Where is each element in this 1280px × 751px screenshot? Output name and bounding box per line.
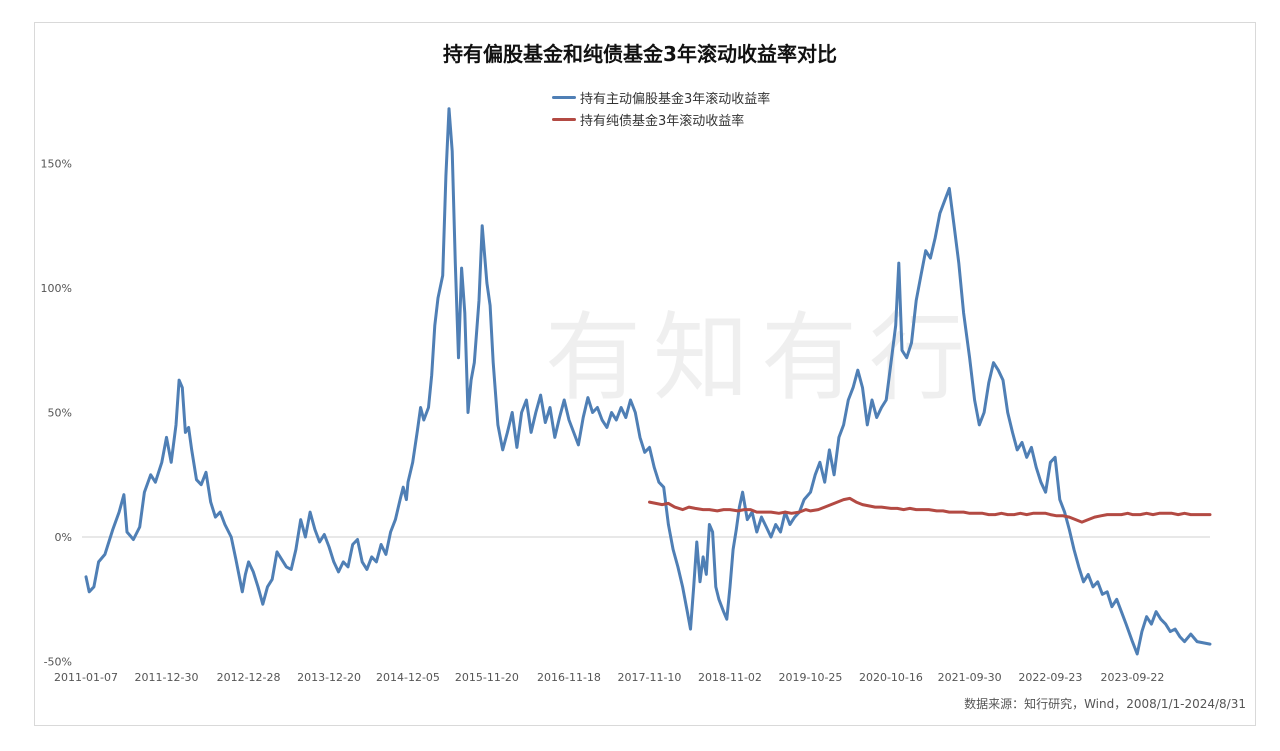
x-tick-label: 2019-10-25 — [778, 671, 842, 684]
x-tick-label: 2011-12-30 — [135, 671, 199, 684]
series-line-equity — [84, 107, 1212, 656]
y-tick-label: 150% — [41, 158, 72, 171]
source-note: 数据来源：知行研究，Wind，2008/1/1-2024/8/31 — [964, 697, 1246, 711]
x-tick-label: 2014-12-05 — [376, 671, 440, 684]
legend-label-equity: 持有主动偏股基金3年滚动收益率 — [580, 92, 771, 107]
series-line-bond — [648, 496, 1212, 524]
y-tick-label: 50% — [48, 407, 72, 420]
y-tick-label: 0% — [55, 531, 72, 544]
x-tick-label: 2021-09-30 — [938, 671, 1002, 684]
x-tick-label: 2015-11-20 — [455, 671, 519, 684]
x-tick-label: 2016-11-18 — [537, 671, 601, 684]
x-tick-label: 2011-01-07 — [54, 671, 118, 684]
y-tick-label: 100% — [41, 282, 72, 295]
x-tick-label: 2012-12-28 — [217, 671, 281, 684]
x-tick-label: 2018-11-02 — [698, 671, 762, 684]
legend-item-bond: 持有纯债基金3年滚动收益率 — [552, 110, 744, 129]
x-tick-label: 2023-09-22 — [1100, 671, 1164, 684]
chart-title: 持有偏股基金和纯债基金3年滚动收益率对比 — [443, 42, 837, 66]
x-tick-label: 2013-12-20 — [297, 671, 361, 684]
x-tick-label: 2022-09-23 — [1018, 671, 1082, 684]
x-tick-label: 2017-11-10 — [617, 671, 681, 684]
legend-swatch-bond — [552, 118, 576, 121]
y-tick-label: -50% — [44, 656, 72, 669]
x-tick-label: 2020-10-16 — [859, 671, 923, 684]
legend-label-bond: 持有纯债基金3年滚动收益率 — [580, 114, 745, 129]
legend-item-equity: 持有主动偏股基金3年滚动收益率 — [552, 88, 770, 107]
chart-frame — [34, 22, 1256, 726]
legend-swatch-equity — [552, 96, 576, 99]
